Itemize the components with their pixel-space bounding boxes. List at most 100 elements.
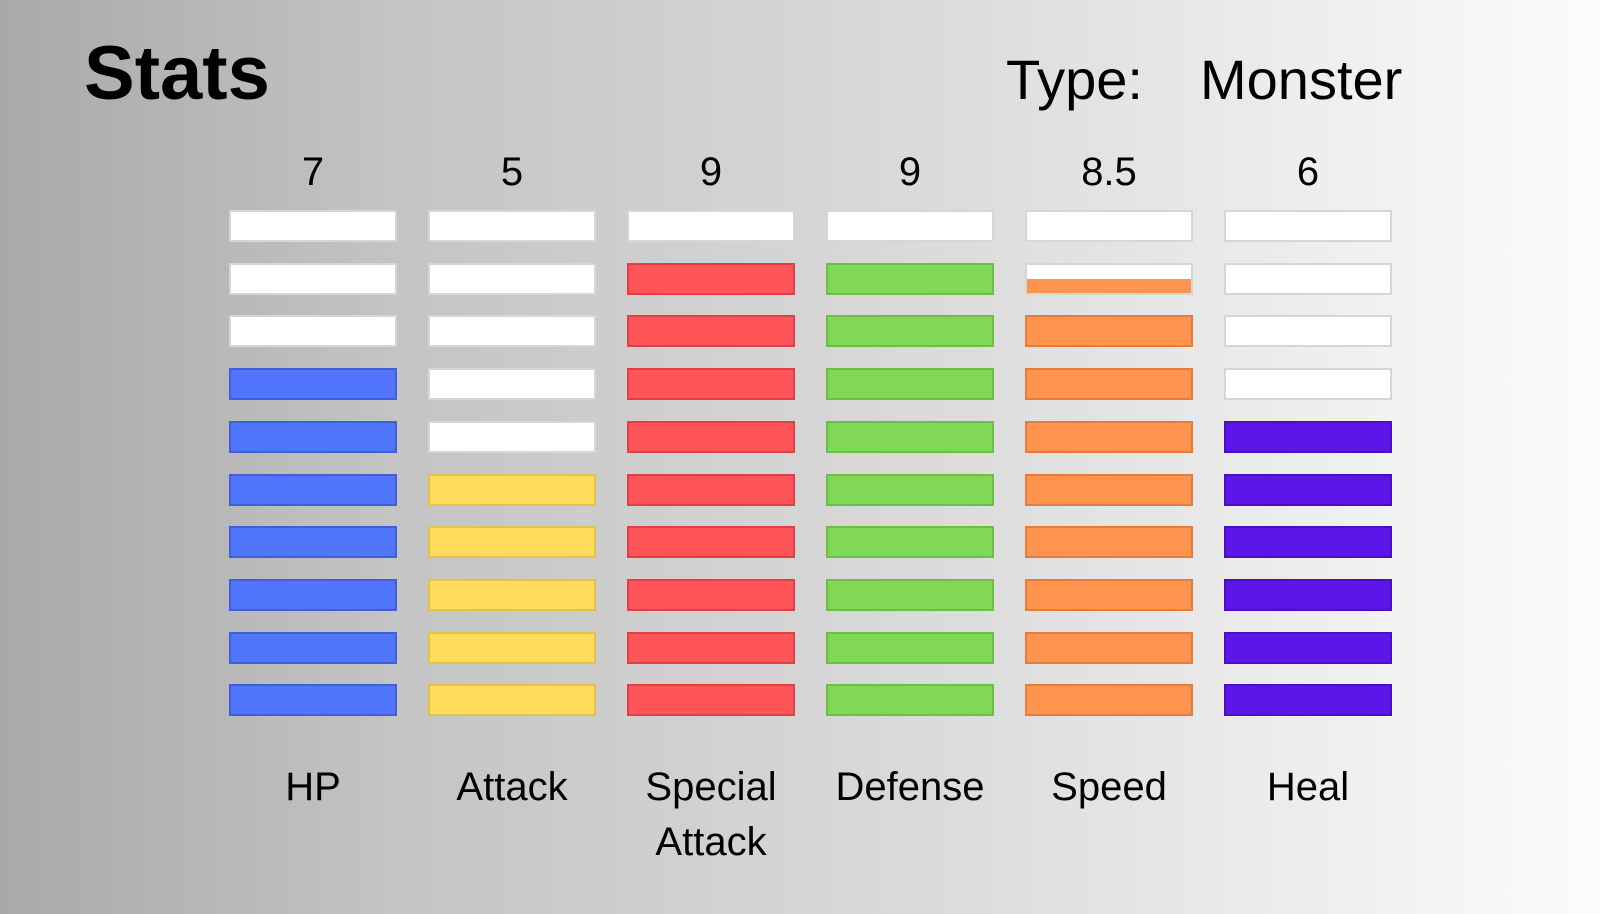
stat-bar-segment — [627, 631, 795, 664]
stat-bar-fill — [231, 475, 395, 504]
page-title: Stats — [84, 31, 270, 116]
stat-bar-fill — [828, 370, 992, 399]
stat-bar-fill — [1226, 528, 1390, 557]
stat-value: 7 — [301, 150, 325, 194]
stat-bar-fill — [1226, 422, 1390, 451]
stat-value: 9 — [699, 150, 723, 194]
stat-bar-segment — [1025, 420, 1193, 453]
stat-bar-fill — [430, 528, 594, 557]
stat-bar-fill — [1226, 633, 1390, 662]
stat-bar-fill — [828, 528, 992, 557]
stat-bar-segment — [826, 578, 994, 611]
stat-bar-segment — [1025, 631, 1193, 664]
stat-value: 8.5 — [1081, 150, 1137, 194]
stat-bar-segment — [1224, 578, 1392, 611]
stat-bar-fill — [231, 633, 395, 662]
type-label: Type: — [1006, 48, 1143, 111]
stat-bar-fill — [231, 580, 395, 609]
stat-bar-segment — [1025, 684, 1193, 717]
stat-bar-segment — [627, 684, 795, 717]
stat-bar-fill — [1226, 580, 1390, 609]
stat-bar-fill — [1226, 475, 1390, 504]
stat-bar-fill — [231, 370, 395, 399]
stat-bar-fill — [629, 580, 793, 609]
type-value: Monster — [1200, 48, 1403, 111]
stat-bar-segment — [627, 315, 795, 348]
stat-bar-fill — [1226, 686, 1390, 715]
stat-bar-fill — [1027, 633, 1191, 662]
stat-bar-segment — [428, 368, 596, 401]
stat-value: 6 — [1296, 150, 1320, 194]
stat-value: 5 — [500, 150, 524, 194]
stat-bar-fill — [430, 475, 594, 504]
stat-bar-segment — [428, 684, 596, 717]
stat-bar-fill — [828, 422, 992, 451]
stat-bar-fill — [629, 633, 793, 662]
stat-label: Special Attack — [645, 765, 777, 864]
stat-bar-segment — [229, 631, 397, 664]
stat-bar-segment — [826, 526, 994, 559]
stat-bar-fill — [828, 633, 992, 662]
stat-bar-fill — [231, 422, 395, 451]
stat-bar-segment — [826, 420, 994, 453]
stat-bar-segment — [229, 368, 397, 401]
stat-bar-fill — [231, 528, 395, 557]
stat-bar-fill — [828, 686, 992, 715]
stat-bar-fill — [828, 580, 992, 609]
stat-bar-segment — [1025, 473, 1193, 506]
stat-bar-segment — [826, 315, 994, 348]
stat-bar-segment — [1025, 368, 1193, 401]
stat-bar-fill — [231, 686, 395, 715]
stat-label: Attack — [456, 765, 568, 809]
stat-bar-fill — [1027, 317, 1191, 346]
stat-bar-segment — [627, 473, 795, 506]
stat-bar-fill — [1027, 370, 1191, 399]
stat-bar-fill — [1027, 422, 1191, 451]
stat-bar-fill — [629, 686, 793, 715]
stat-bar-segment — [1224, 526, 1392, 559]
stat-bar-segment — [428, 578, 596, 611]
stat-bar-fill — [1027, 580, 1191, 609]
stat-label: HP — [285, 765, 341, 809]
stat-bar-segment — [1025, 262, 1193, 295]
stat-bar-fill — [828, 264, 992, 293]
stat-bar-segment — [428, 210, 596, 242]
stat-bar-fill — [1027, 528, 1191, 557]
stat-bar-fill — [629, 317, 793, 346]
stat-bar-segment — [826, 368, 994, 401]
stat-bar-segment — [229, 526, 397, 559]
stat-bar-fill — [430, 580, 594, 609]
stat-bar-segment — [826, 684, 994, 717]
stat-bar-segment — [428, 262, 596, 295]
stat-bar-segment — [826, 262, 994, 295]
stat-bar-segment — [229, 315, 397, 348]
stat-bar-segment — [229, 420, 397, 453]
stat-bar-segment — [1224, 315, 1392, 348]
stat-bar-segment — [1025, 315, 1193, 348]
stat-bar-segment — [428, 473, 596, 506]
stat-bar-segment — [627, 368, 795, 401]
stat-bar-segment — [1025, 210, 1193, 242]
stat-bar-fill — [828, 317, 992, 346]
stat-bar-segment — [826, 210, 994, 242]
stat-bar-fill — [629, 264, 793, 293]
stat-bar-segment — [229, 262, 397, 295]
stat-bar-segment — [1224, 210, 1392, 242]
stat-bar-segment — [1224, 262, 1392, 295]
stat-bar-segment — [1224, 473, 1392, 506]
stat-bar-fill — [430, 686, 594, 715]
stat-label: Speed — [1051, 765, 1167, 809]
stat-bar-segment — [826, 473, 994, 506]
stat-value: 9 — [898, 150, 922, 194]
stat-bar-segment — [229, 473, 397, 506]
stat-bar-segment — [229, 578, 397, 611]
stat-bar-fill — [430, 633, 594, 662]
stat-bar-segment — [229, 210, 397, 242]
stat-bar-segment — [428, 526, 596, 559]
stat-bar-segment — [1025, 526, 1193, 559]
stat-bar-fill — [629, 528, 793, 557]
stat-bar-segment — [1224, 368, 1392, 401]
stat-label: Defense — [835, 765, 985, 809]
stat-bar-segment — [428, 315, 596, 348]
stat-bar-fill — [1027, 475, 1191, 504]
